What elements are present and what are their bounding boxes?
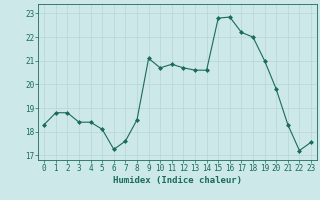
X-axis label: Humidex (Indice chaleur): Humidex (Indice chaleur) <box>113 176 242 185</box>
